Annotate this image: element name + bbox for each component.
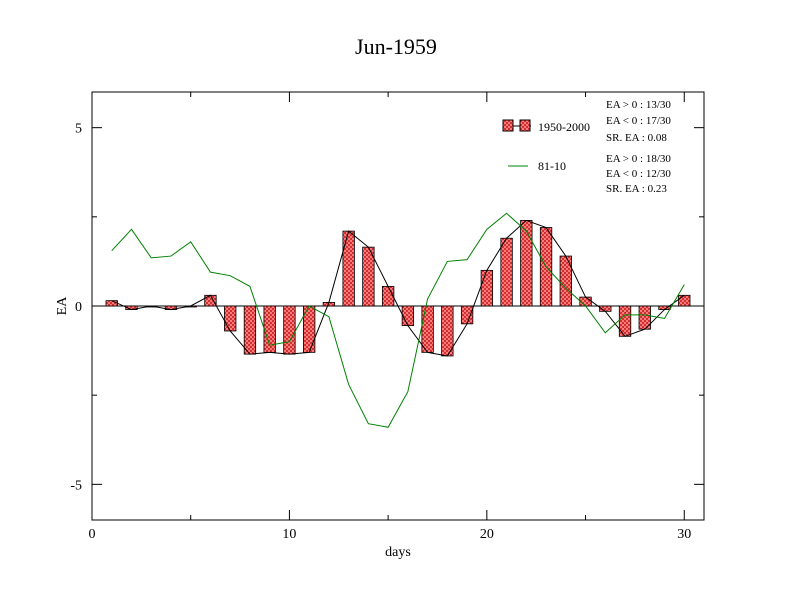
x-tick-label: 30 xyxy=(677,527,691,542)
axis-ticks: 0 10 20 30 -5 0 5 xyxy=(70,92,704,542)
series-line-1950-2000 xyxy=(111,219,685,357)
stats-annotation-81-10: EA > 0 : 18/30 EA < 0 : 12/30 SR. EA : 0… xyxy=(606,153,671,195)
bar-1950-2000 xyxy=(283,305,296,355)
chart-title: Jun-1959 xyxy=(355,34,437,59)
bar-1950-2000 xyxy=(579,296,592,307)
bar-1950-2000 xyxy=(401,305,415,327)
bar-1950-2000 xyxy=(480,269,493,307)
bar-1950-2000 xyxy=(105,300,118,307)
x-tick-label: 0 xyxy=(89,527,96,542)
stat-ea-negative-2: EA < 0 : 12/30 xyxy=(606,168,671,180)
x-tick-label: 20 xyxy=(480,527,494,542)
stat-ea-negative-1: EA < 0 : 17/30 xyxy=(606,115,671,127)
stat-ea-positive-1: EA > 0 : 13/30 xyxy=(606,99,671,111)
legend-bar-swatch-left xyxy=(502,119,514,132)
stat-sr-ea-2: SR. EA : 0.23 xyxy=(606,183,667,195)
bar-1950-2000 xyxy=(421,305,434,353)
stat-sr-ea-1: SR. EA : 0.08 xyxy=(606,132,667,144)
bar-1950-2000 xyxy=(204,294,217,307)
legend-entry-bar: 1950-2000 xyxy=(502,119,590,134)
y-axis-label: EA xyxy=(55,296,70,316)
bar-1950-2000 xyxy=(342,230,355,307)
legend-label-81-10: 81-10 xyxy=(538,159,566,173)
legend: 1950-2000 81-10 xyxy=(502,119,590,173)
bar-1950-2000 xyxy=(460,305,474,325)
plot-area xyxy=(92,212,704,428)
bar-1950-2000 xyxy=(520,219,533,307)
bar-1950-2000 xyxy=(381,285,395,307)
bar-1950-2000 xyxy=(678,294,691,307)
bar-1950-2000 xyxy=(500,237,513,307)
stats-annotation-1950-2000: EA > 0 : 13/30 EA < 0 : 17/30 SR. EA : 0… xyxy=(606,99,671,144)
series-line-81-10 xyxy=(111,212,685,428)
legend-entry-line: 81-10 xyxy=(508,159,566,173)
legend-label-1950-2000: 1950-2000 xyxy=(538,120,590,134)
y-tick-label: -5 xyxy=(70,478,82,493)
legend-bar-swatch-right xyxy=(519,119,531,132)
y-tick-label: 5 xyxy=(75,122,82,137)
x-axis-label: days xyxy=(385,545,411,560)
stat-ea-positive-2: EA > 0 : 18/30 xyxy=(606,153,671,165)
x-tick-label: 10 xyxy=(282,527,296,542)
bar-1950-2000 xyxy=(243,305,257,355)
bar-1950-2000 xyxy=(224,305,237,332)
y-tick-label: 0 xyxy=(75,300,82,315)
